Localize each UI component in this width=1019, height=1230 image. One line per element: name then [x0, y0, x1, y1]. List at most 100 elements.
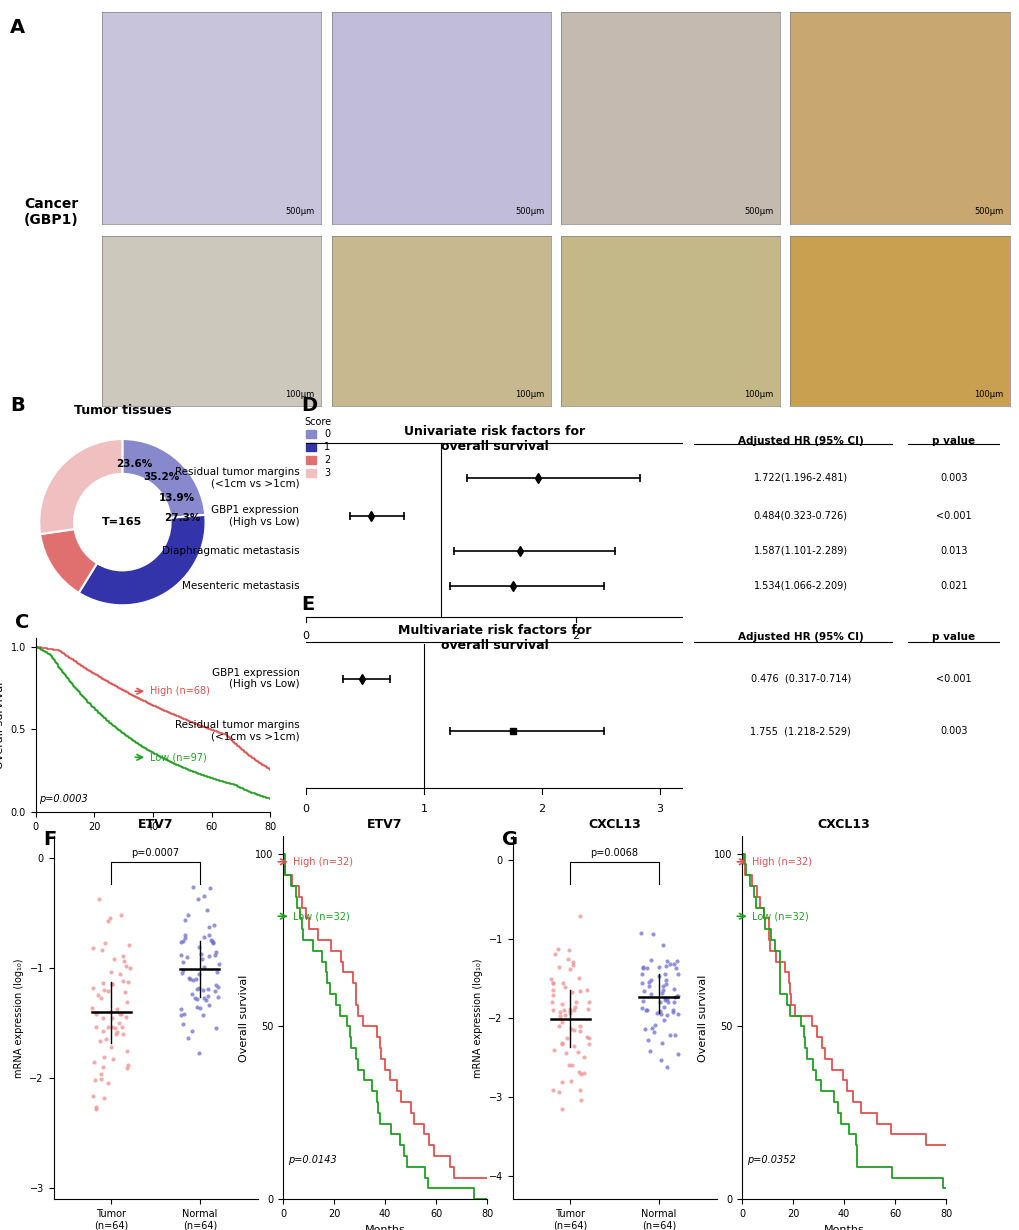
Point — [179, 947, 196, 967]
Point — [111, 1005, 127, 1025]
Point — [637, 1000, 653, 1020]
Point — [635, 957, 651, 977]
Point — [545, 1039, 561, 1059]
Point — [553, 1071, 570, 1091]
Point — [669, 1044, 686, 1064]
Point — [191, 964, 207, 984]
Point — [86, 1053, 102, 1073]
Point — [183, 1021, 200, 1041]
Point — [90, 985, 106, 1005]
Point — [103, 1038, 119, 1058]
Point — [580, 993, 596, 1012]
Point — [632, 922, 648, 942]
Point — [565, 952, 581, 972]
Point — [562, 1020, 579, 1039]
Point — [669, 985, 686, 1005]
Point — [653, 984, 669, 1004]
X-axis label: Months: Months — [132, 838, 173, 847]
Point — [656, 963, 673, 983]
Point — [553, 1098, 570, 1118]
Text: Univariate risk factors for
overall survival: Univariate risk factors for overall surv… — [404, 426, 585, 453]
Point — [653, 1033, 669, 1053]
Text: Score 3: Score 3 — [783, 0, 841, 4]
Point — [555, 1000, 572, 1020]
Text: 23.6%: 23.6% — [116, 459, 153, 469]
Text: 0: 0 — [303, 631, 309, 641]
Y-axis label: mRNA expression (log₁₀): mRNA expression (log₁₀) — [14, 958, 23, 1077]
Point — [201, 995, 217, 1015]
Point — [564, 983, 580, 1002]
Point — [182, 969, 199, 989]
Point — [172, 1005, 189, 1025]
Point — [572, 982, 588, 1001]
Text: 0.003: 0.003 — [940, 472, 966, 482]
Point — [642, 984, 658, 1004]
Point — [95, 1058, 111, 1077]
Point — [655, 998, 672, 1017]
Text: Diaphragmatic metastasis: Diaphragmatic metastasis — [161, 546, 299, 556]
Point — [650, 967, 666, 986]
Point — [103, 974, 119, 994]
Point — [107, 1018, 123, 1038]
Text: 0: 0 — [303, 803, 309, 814]
Text: 13.9%: 13.9% — [159, 492, 195, 503]
Point — [88, 1005, 104, 1025]
Point — [108, 999, 124, 1018]
Point — [637, 1020, 653, 1039]
Text: B: B — [10, 396, 24, 415]
Text: G: G — [502, 830, 518, 849]
Point — [210, 986, 226, 1006]
Y-axis label: Overall survival: Overall survival — [0, 681, 5, 769]
Point — [203, 930, 219, 950]
Point — [641, 972, 657, 991]
Point — [103, 962, 119, 982]
Point — [640, 977, 656, 996]
Point — [572, 1021, 588, 1041]
Text: p value: p value — [931, 632, 974, 642]
Point — [95, 1021, 111, 1041]
Text: Adjusted HR (95% CI): Adjusted HR (95% CI) — [737, 632, 863, 642]
Point — [200, 986, 216, 1006]
Point — [208, 1018, 224, 1038]
Point — [576, 1064, 592, 1084]
Point — [561, 959, 578, 979]
Point — [561, 1001, 578, 1021]
Point — [544, 1000, 560, 1020]
Point — [174, 931, 191, 951]
Point — [93, 988, 109, 1007]
Text: p value: p value — [931, 435, 974, 445]
Point — [545, 973, 561, 993]
Point — [108, 1022, 124, 1042]
Point — [553, 995, 570, 1015]
Point — [564, 1055, 580, 1075]
Point — [205, 932, 221, 952]
Point — [652, 1005, 668, 1025]
Point — [115, 951, 131, 970]
Text: Residual tumor margins
(<1cm vs >1cm): Residual tumor margins (<1cm vs >1cm) — [175, 721, 300, 742]
Point — [175, 952, 192, 972]
Point — [115, 970, 131, 990]
Point — [634, 958, 650, 978]
Point — [118, 956, 135, 975]
Point — [173, 999, 190, 1018]
Point — [195, 1005, 211, 1025]
Point — [175, 961, 192, 980]
Text: 0.003: 0.003 — [940, 726, 966, 736]
Point — [121, 935, 138, 954]
Point — [117, 982, 133, 1001]
Point — [201, 918, 217, 937]
Text: 3: 3 — [655, 803, 662, 814]
Point — [104, 974, 120, 994]
Title: CXCL13: CXCL13 — [588, 818, 640, 831]
Point — [655, 1010, 672, 1030]
Point — [648, 1004, 664, 1023]
Point — [560, 940, 577, 959]
Point — [667, 958, 684, 978]
Wedge shape — [78, 515, 206, 605]
Point — [191, 1043, 207, 1063]
Text: E: E — [301, 595, 314, 614]
Wedge shape — [40, 529, 97, 593]
Point — [108, 1025, 124, 1044]
Point — [87, 1070, 103, 1090]
Text: GBP1 expression
(High vs Low): GBP1 expression (High vs Low) — [212, 668, 300, 689]
